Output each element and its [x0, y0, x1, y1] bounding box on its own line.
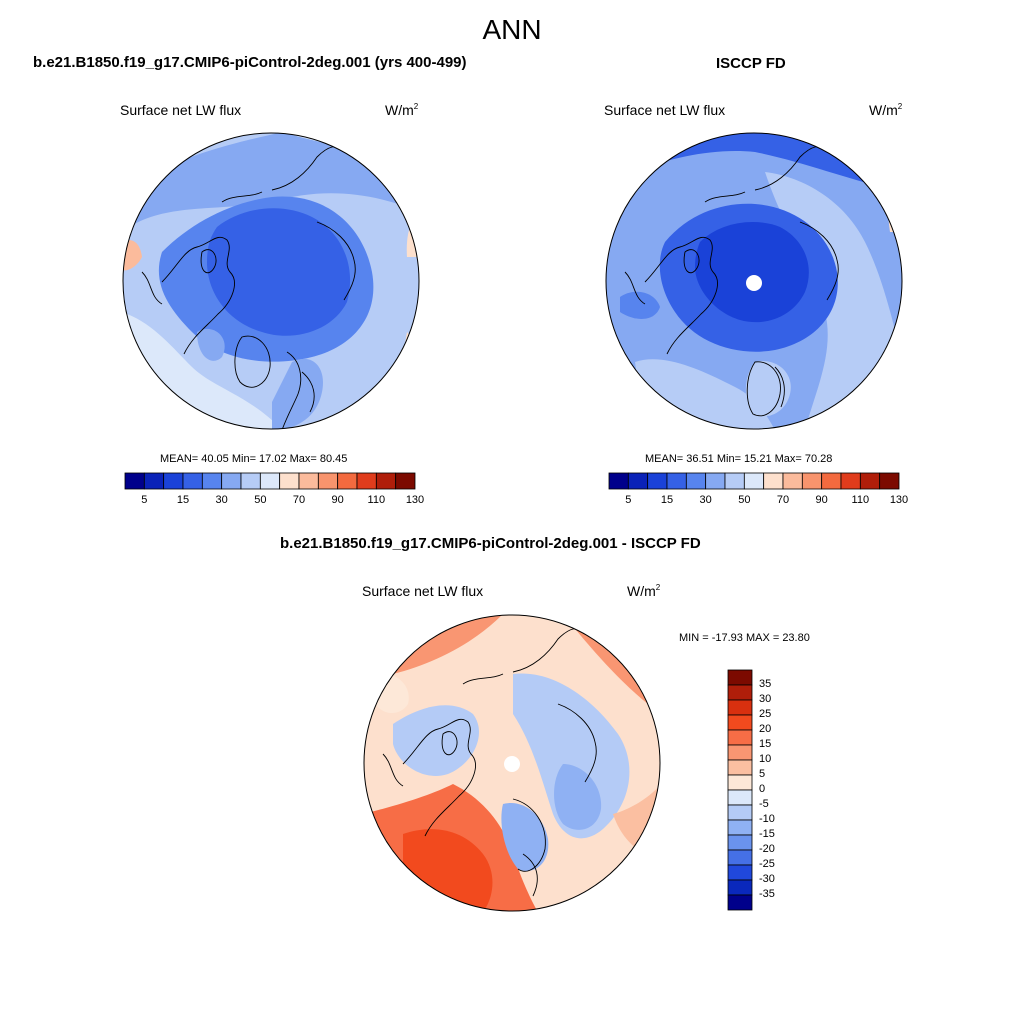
colorbar-swatch — [727, 699, 753, 716]
colorbar-swatch — [727, 759, 753, 776]
diff-colorbar — [727, 669, 753, 911]
colorbar-swatch — [356, 472, 377, 490]
colorbar-swatch — [163, 472, 184, 490]
colorbar-tick-label: 110 — [851, 494, 870, 506]
colorbar-tick-label: 10 — [759, 753, 772, 765]
colorbar-swatch — [705, 472, 726, 490]
colorbar-swatch — [143, 472, 165, 490]
colorbar-swatch — [259, 472, 281, 490]
obs-units-label: W/m2 — [869, 102, 903, 118]
colorbar-tick-label: 70 — [292, 494, 306, 506]
diff-polar-map — [363, 614, 661, 912]
model-colorbar — [124, 472, 416, 490]
colorbar-swatch — [727, 669, 753, 686]
colorbar-swatch — [727, 894, 753, 911]
colorbar-swatch — [727, 744, 753, 761]
colorbar-swatch — [859, 472, 881, 490]
colorbar-swatch — [879, 472, 900, 490]
colorbar-tick-label: 25 — [759, 708, 772, 720]
colorbar-tick-label: 30 — [699, 494, 712, 506]
diff-variable-label: Surface net LW flux — [362, 583, 484, 599]
model-panel-title: b.e21.B1850.f19_g17.CMIP6-piControl-2deg… — [33, 54, 467, 71]
colorbar-swatch — [727, 819, 753, 836]
colorbar-swatch — [821, 472, 842, 490]
colorbar-tick-label: -5 — [759, 798, 769, 810]
colorbar-swatch — [727, 804, 753, 821]
colorbar-tick-label: 20 — [759, 723, 772, 735]
colorbar-swatch — [647, 472, 668, 490]
figure-title: ANN — [482, 14, 542, 45]
colorbar-swatch — [727, 864, 753, 881]
model-variable-label: Surface net LW flux — [120, 102, 242, 118]
colorbar-tick-label: 0 — [759, 783, 766, 795]
colorbar-swatch — [395, 472, 416, 490]
diff-stats: MIN = -17.93 MAX = 23.80 — [679, 632, 810, 644]
model-units-label: W/m2 — [385, 102, 419, 118]
colorbar-tick-label: -25 — [759, 858, 775, 870]
model-polar-map — [122, 132, 420, 430]
colorbar-swatch — [240, 472, 261, 490]
colorbar-swatch — [727, 789, 753, 806]
colorbar-swatch — [801, 472, 823, 490]
colorbar-tick-label: 110 — [367, 494, 386, 506]
colorbar-swatch — [279, 472, 300, 490]
obs-polar-map — [605, 132, 903, 430]
colorbar-tick-label: 35 — [759, 678, 772, 690]
colorbar-swatch — [763, 472, 784, 490]
colorbar-swatch — [782, 472, 803, 490]
colorbar-tick-label: -10 — [759, 813, 775, 825]
colorbar-tick-label: 50 — [254, 494, 267, 506]
colorbar-swatch — [124, 472, 145, 490]
colorbar-swatch — [627, 472, 649, 490]
colorbar-tick-label: 5 — [759, 768, 766, 780]
colorbar-swatch — [727, 714, 753, 731]
colorbar-swatch — [298, 472, 319, 490]
colorbar-tick-label: 70 — [776, 494, 790, 506]
colorbar-tick-label: 50 — [738, 494, 751, 506]
colorbar-tick-label: 30 — [759, 693, 772, 705]
colorbar-swatch — [317, 472, 339, 490]
colorbar-tick-label: 5 — [141, 494, 148, 506]
colorbar-swatch — [724, 472, 745, 490]
colorbar-swatch — [182, 472, 203, 490]
model-stats: MEAN= 40.05 Min= 17.02 Max= 80.45 — [160, 453, 348, 465]
colorbar-swatch — [727, 729, 753, 746]
colorbar-tick-label: 30 — [215, 494, 228, 506]
obs-panel-title: ISCCP FD — [716, 55, 786, 72]
colorbar-swatch — [666, 472, 687, 490]
obs-stats: MEAN= 36.51 Min= 15.21 Max= 70.28 — [645, 453, 833, 465]
obs-colorbar — [608, 472, 900, 490]
colorbar-tick-label: 130 — [405, 494, 425, 506]
diff-panel-title: b.e21.B1850.f19_g17.CMIP6-piControl-2deg… — [280, 535, 701, 552]
colorbar-swatch — [337, 472, 358, 490]
diff-units-label: W/m2 — [627, 583, 661, 599]
colorbar-swatch — [727, 834, 753, 851]
colorbar-swatch — [375, 472, 397, 490]
colorbar-swatch — [685, 472, 707, 490]
colorbar-swatch — [727, 879, 753, 896]
colorbar-swatch — [840, 472, 861, 490]
colorbar-swatch — [201, 472, 223, 490]
colorbar-tick-label: 15 — [759, 738, 772, 750]
colorbar-tick-label: 90 — [331, 494, 344, 506]
colorbar-swatch — [608, 472, 629, 490]
colorbar-swatch — [727, 774, 753, 791]
colorbar-tick-label: -20 — [759, 843, 775, 855]
colorbar-tick-label: 15 — [176, 494, 190, 506]
colorbar-swatch — [743, 472, 765, 490]
colorbar-tick-label: -15 — [759, 828, 775, 840]
obs-variable-label: Surface net LW flux — [604, 102, 726, 118]
colorbar-tick-label: -35 — [759, 888, 775, 900]
colorbar-swatch — [727, 684, 753, 701]
colorbar-tick-label: -30 — [759, 873, 775, 885]
colorbar-tick-label: 130 — [889, 494, 909, 506]
colorbar-tick-label: 90 — [815, 494, 828, 506]
colorbar-swatch — [221, 472, 242, 490]
colorbar-tick-label: 15 — [660, 494, 674, 506]
colorbar-tick-label: 5 — [625, 494, 632, 506]
colorbar-swatch — [727, 849, 753, 866]
